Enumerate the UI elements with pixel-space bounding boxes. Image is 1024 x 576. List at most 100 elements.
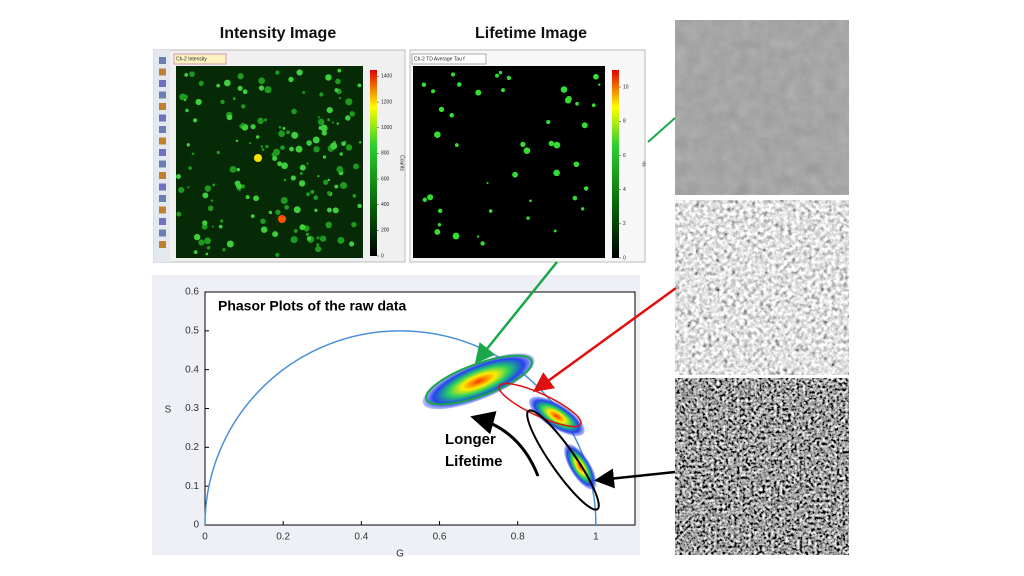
arrow (594, 468, 676, 489)
y-tick-label: 0.4 (185, 364, 199, 375)
cluster-outline (498, 382, 582, 428)
spot (337, 236, 345, 244)
spot (264, 86, 272, 94)
spot (553, 229, 557, 233)
spot (241, 104, 246, 109)
spot (332, 207, 339, 214)
x-tick-label: 1 (593, 532, 599, 543)
spot (260, 218, 266, 224)
spot (236, 187, 239, 191)
tool-icon (159, 126, 166, 133)
spot (553, 169, 560, 177)
heading: Intensity Image (220, 25, 337, 42)
spot (261, 148, 265, 152)
spot (188, 166, 192, 170)
arrow (647, 117, 676, 143)
spot (237, 73, 244, 80)
x-tick-label: 0.4 (354, 532, 368, 543)
spot (236, 167, 241, 172)
spot (236, 183, 243, 190)
spot (500, 88, 505, 93)
colorbar-tick-label: 600 (381, 176, 390, 182)
spot (195, 98, 202, 106)
spot (352, 194, 357, 198)
spot (321, 130, 327, 136)
spot (581, 122, 588, 129)
spot (281, 162, 288, 170)
spot (327, 178, 331, 182)
spot (302, 91, 306, 94)
spot (218, 224, 223, 229)
spot (187, 186, 190, 189)
x-tick-label: 0.8 (511, 532, 525, 543)
spot (201, 223, 208, 230)
spot (182, 94, 188, 100)
colorbar-tick-label: 1200 (381, 99, 392, 105)
y-tick-label: 0.5 (185, 325, 199, 336)
spot (546, 119, 551, 125)
spot (238, 188, 241, 192)
spot (434, 228, 441, 235)
tool-icon (159, 137, 166, 145)
spot (306, 192, 310, 197)
colorbar-tick-label: 4 (623, 187, 626, 193)
spot (240, 184, 246, 189)
x-tick-label: 0.6 (433, 532, 447, 543)
colorbar-tick-label: 200 (381, 228, 390, 234)
spot (434, 131, 441, 138)
spot (295, 145, 303, 153)
spot (345, 115, 351, 121)
phasor-chart: 0 0.2 0.4 0.6 0.8 1 0 0.1 0.2 0.3 0.4 0.5 0.6 G S Phaso… (165, 287, 600, 560)
spot (286, 130, 291, 135)
spot (211, 225, 214, 228)
spot (306, 140, 312, 146)
spot (334, 88, 339, 93)
spot (250, 214, 255, 219)
spot (553, 141, 561, 149)
spot (322, 155, 327, 159)
spot (593, 73, 599, 80)
curved-arrow (470, 411, 540, 477)
spot (291, 131, 299, 139)
chart-title: Phasor Plots of the raw data (218, 298, 406, 314)
spot (529, 199, 532, 203)
spot (290, 236, 298, 244)
spot (339, 152, 343, 156)
spot (232, 97, 236, 101)
colorbar-label: ns (641, 161, 647, 167)
spot (198, 80, 204, 86)
spot (245, 195, 250, 200)
spot (198, 239, 205, 246)
tool-icon (159, 195, 166, 202)
spot (212, 183, 216, 187)
spot (325, 221, 332, 229)
y-tick-label: 0.6 (185, 287, 199, 298)
spot (282, 126, 286, 130)
tab[interactable] (173, 53, 227, 65)
x-tick-label: 0.2 (276, 532, 290, 543)
spot (421, 82, 427, 87)
spot (280, 145, 285, 150)
spot (222, 248, 226, 252)
spot (204, 185, 212, 192)
spot (242, 89, 248, 95)
spot (184, 73, 189, 77)
spot (325, 74, 332, 81)
colorbar (370, 70, 377, 256)
spot (293, 206, 301, 214)
annotation: Longer (445, 431, 496, 448)
tool-icon (159, 149, 166, 156)
spot (452, 232, 460, 240)
spot (314, 208, 318, 212)
colorbar-tick-label: 1400 (381, 74, 392, 80)
spot (454, 143, 459, 147)
image-dots (176, 68, 601, 258)
spot (357, 203, 362, 209)
colorbar-tick-label: 6 (623, 153, 626, 159)
spot (226, 114, 233, 121)
spot (313, 146, 320, 153)
tab[interactable] (411, 53, 487, 65)
colorbar-tick-label: 10 (623, 84, 629, 90)
spot (278, 130, 285, 138)
spot (357, 83, 362, 88)
